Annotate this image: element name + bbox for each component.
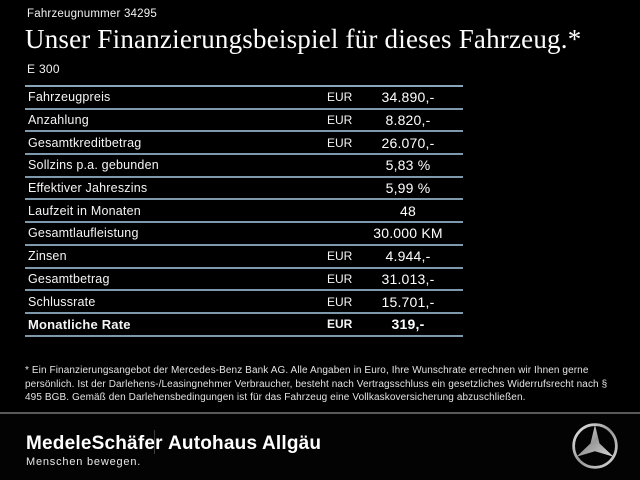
row-value: 15.701,- bbox=[381, 293, 435, 310]
table-row: Schlussrate EUR 15.701,- bbox=[25, 291, 463, 314]
row-label: Zinsen bbox=[28, 249, 67, 264]
table-row: Anzahlung EUR 8.820,- bbox=[25, 110, 463, 133]
row-label: Sollzins p.a. gebunden bbox=[28, 158, 159, 173]
dealer-logo: MedeleSchäfer bbox=[26, 433, 163, 454]
row-value: 5,83 % bbox=[385, 157, 431, 174]
financing-table: Fahrzeugpreis EUR 34.890,- Anzahlung EUR… bbox=[25, 85, 463, 337]
row-currency: EUR bbox=[327, 113, 353, 128]
row-label: Laufzeit in Monaten bbox=[28, 203, 141, 218]
footer-divider bbox=[0, 412, 640, 414]
legal-footnote: * Ein Finanzierungsangebot der Mercedes-… bbox=[25, 365, 608, 403]
vehicle-number: Fahrzeugnummer 34295 bbox=[27, 8, 157, 20]
page-title: Unser Finanzierungsbeispiel für dieses F… bbox=[25, 24, 582, 54]
row-label: Gesamtlaufleistung bbox=[28, 226, 139, 241]
row-label: Effektiver Jahreszins bbox=[28, 181, 148, 196]
row-value: 5,99 % bbox=[385, 180, 431, 197]
row-value: 8.820,- bbox=[385, 112, 431, 129]
table-row: Laufzeit in Monaten 48 bbox=[25, 200, 463, 224]
row-label: Monatliche Rate bbox=[28, 316, 131, 332]
vehicle-model: E 300 bbox=[27, 62, 60, 76]
row-currency: EUR bbox=[327, 317, 353, 332]
logo-divider bbox=[154, 430, 155, 454]
table-row: Sollzins p.a. gebunden 5,83 % bbox=[25, 155, 463, 178]
row-value: 26.070,- bbox=[381, 134, 435, 151]
row-value: 30.000 KM bbox=[373, 225, 443, 242]
table-row: Fahrzeugpreis EUR 34.890,- bbox=[25, 87, 463, 110]
dealer-secondary-logo: Autohaus Allgäu bbox=[168, 433, 322, 454]
row-currency: EUR bbox=[327, 249, 353, 264]
row-currency: EUR bbox=[327, 90, 353, 105]
row-currency: EUR bbox=[327, 294, 353, 309]
row-value: 48 bbox=[400, 202, 416, 219]
table-row: Effektiver Jahreszins 5,99 % bbox=[25, 178, 463, 201]
row-value: 319,- bbox=[391, 316, 425, 333]
row-label: Schlussrate bbox=[28, 294, 96, 309]
table-row: Gesamtkreditbetrag EUR 26.070,- bbox=[25, 132, 463, 156]
row-label: Fahrzeugpreis bbox=[28, 90, 111, 105]
row-label: Gesamtbetrag bbox=[28, 271, 110, 286]
mercedes-star-icon bbox=[572, 423, 618, 469]
table-row: Gesamtbetrag EUR 31.013,- bbox=[25, 269, 463, 292]
row-value: 31.013,- bbox=[381, 270, 435, 287]
table-row: Monatliche Rate EUR 319,- bbox=[25, 314, 463, 337]
table-row: Zinsen EUR 4.944,- bbox=[25, 246, 463, 269]
row-value: 34.890,- bbox=[381, 89, 435, 106]
dealer-tagline: Menschen bewegen. bbox=[26, 456, 142, 468]
row-label: Anzahlung bbox=[28, 113, 89, 128]
row-label: Gesamtkreditbetrag bbox=[28, 135, 142, 150]
footer-bar: MedeleSchäfer Menschen bewegen. Autohaus… bbox=[0, 414, 640, 480]
row-value: 4.944,- bbox=[385, 248, 431, 265]
row-currency: EUR bbox=[327, 271, 353, 286]
row-currency: EUR bbox=[327, 135, 353, 150]
table-row: Gesamtlaufleistung 30.000 KM bbox=[25, 223, 463, 246]
